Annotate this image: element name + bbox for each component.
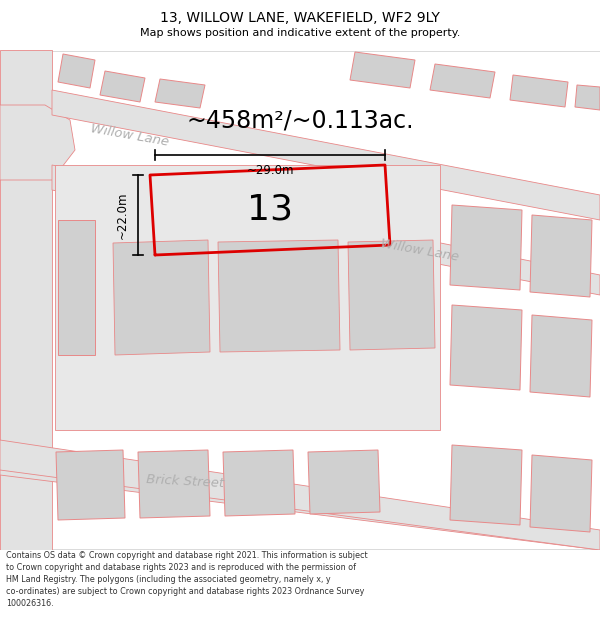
- Polygon shape: [56, 450, 125, 520]
- Polygon shape: [430, 64, 495, 98]
- Text: Map shows position and indicative extent of the property.: Map shows position and indicative extent…: [140, 28, 460, 38]
- Polygon shape: [575, 85, 600, 110]
- Polygon shape: [510, 75, 568, 107]
- Polygon shape: [58, 54, 95, 88]
- Polygon shape: [530, 455, 592, 532]
- Polygon shape: [530, 215, 592, 297]
- Polygon shape: [350, 52, 415, 88]
- Text: ~29.0m: ~29.0m: [246, 164, 294, 177]
- Polygon shape: [100, 71, 145, 102]
- Text: 13, WILLOW LANE, WAKEFIELD, WF2 9LY: 13, WILLOW LANE, WAKEFIELD, WF2 9LY: [160, 11, 440, 25]
- Polygon shape: [138, 450, 210, 518]
- Text: Brick Street: Brick Street: [146, 474, 224, 491]
- Polygon shape: [348, 240, 435, 350]
- Polygon shape: [218, 240, 340, 352]
- Text: ~22.0m: ~22.0m: [115, 191, 128, 239]
- Polygon shape: [55, 165, 440, 430]
- Polygon shape: [113, 240, 210, 355]
- Polygon shape: [223, 450, 295, 516]
- Text: Willow Lane: Willow Lane: [380, 237, 460, 263]
- Polygon shape: [530, 315, 592, 397]
- Polygon shape: [450, 205, 522, 290]
- Polygon shape: [0, 105, 75, 180]
- Polygon shape: [52, 90, 600, 220]
- Text: Contains OS data © Crown copyright and database right 2021. This information is : Contains OS data © Crown copyright and d…: [6, 551, 368, 608]
- Polygon shape: [58, 220, 95, 355]
- Polygon shape: [52, 165, 600, 295]
- Text: Willow Lane: Willow Lane: [90, 122, 170, 148]
- Polygon shape: [155, 79, 205, 108]
- Text: ~458m²/~0.113ac.: ~458m²/~0.113ac.: [186, 108, 414, 132]
- Polygon shape: [308, 450, 380, 514]
- Text: 13: 13: [247, 193, 293, 227]
- Polygon shape: [0, 440, 600, 550]
- Polygon shape: [450, 305, 522, 390]
- Polygon shape: [0, 50, 52, 550]
- Polygon shape: [450, 445, 522, 525]
- Polygon shape: [0, 455, 600, 550]
